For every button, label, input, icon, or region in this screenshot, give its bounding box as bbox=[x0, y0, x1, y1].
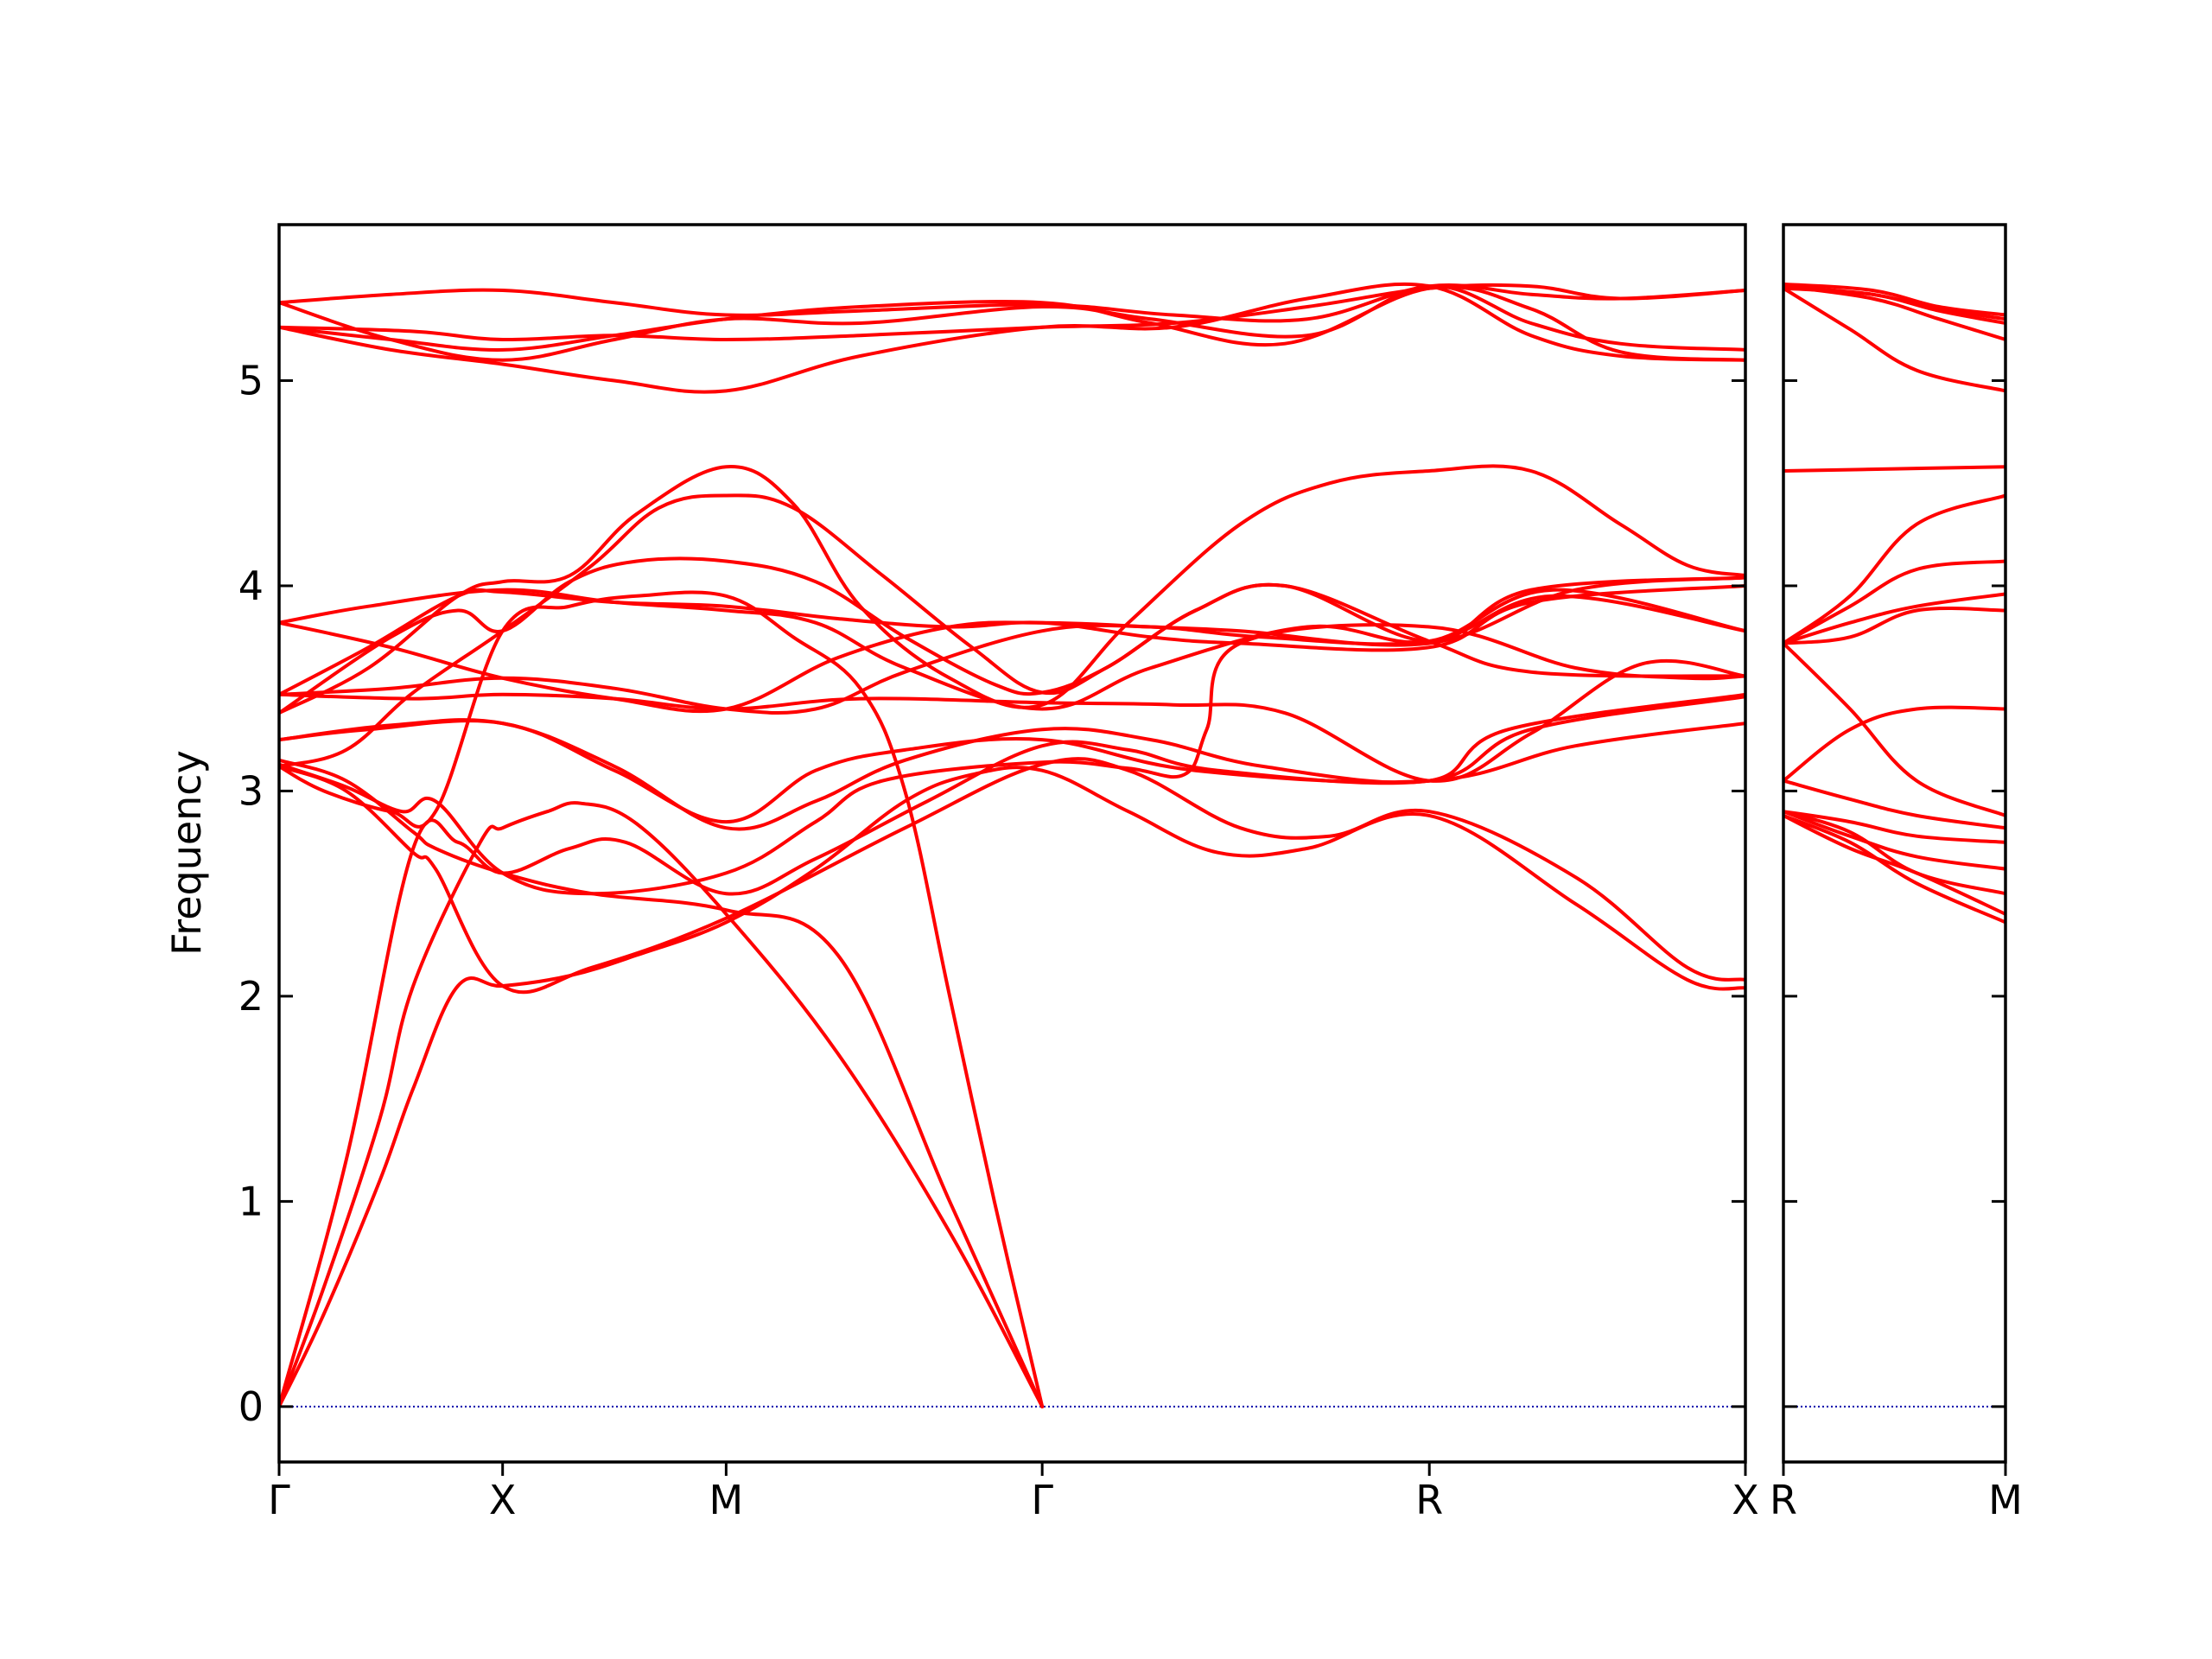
band-series-group bbox=[279, 282, 1745, 1408]
band-line-left-18 bbox=[279, 283, 1745, 323]
band-line-left-19 bbox=[279, 284, 1745, 362]
band-line-left-1 bbox=[279, 801, 1045, 1408]
y-axis-label: Frequency bbox=[163, 750, 210, 956]
plot-frame bbox=[277, 223, 1747, 1464]
band-line-right-12 bbox=[1783, 493, 2005, 645]
band-line-left-17 bbox=[279, 493, 1745, 768]
x-tick-label: Γ bbox=[1031, 1477, 1053, 1523]
band-line-right-3 bbox=[1783, 810, 2005, 896]
band-line-right-10 bbox=[1783, 592, 2005, 645]
band-line-left-5 bbox=[279, 695, 1745, 1408]
band-line-left-7 bbox=[279, 590, 1045, 1408]
x-tick-label: Γ bbox=[268, 1477, 290, 1523]
y-tick-label: 3 bbox=[238, 767, 264, 814]
x-tick-label: R bbox=[1770, 1477, 1797, 1523]
band-series-group bbox=[1783, 282, 2005, 925]
left-panel: 0 1 2 3 4 5 Γ X M Γ R X bbox=[238, 223, 1759, 1523]
band-line-left-4 bbox=[279, 758, 1045, 1408]
band-line-right-8 bbox=[1783, 705, 2005, 783]
band-line-right-17 bbox=[1783, 282, 2005, 317]
x-tick-label: X bbox=[1732, 1477, 1759, 1523]
band-line-left-10 bbox=[279, 658, 1745, 783]
band-line-left-20 bbox=[279, 284, 1745, 362]
band-line-right-2 bbox=[1783, 813, 2005, 916]
band-line-right-18 bbox=[1783, 284, 2005, 321]
band-line-right-7 bbox=[1783, 641, 2005, 817]
x-tick-label: X bbox=[489, 1477, 517, 1523]
x-tick-label: M bbox=[709, 1477, 744, 1523]
y-tick-label: 2 bbox=[238, 973, 264, 1020]
y-tick-label: 1 bbox=[238, 1178, 264, 1224]
y-tick-label: 4 bbox=[238, 563, 264, 609]
band-line-left-15 bbox=[279, 464, 1745, 715]
y-tick-label: 5 bbox=[238, 357, 264, 404]
band-line-left-22 bbox=[279, 283, 1745, 342]
x-tick-label: M bbox=[1988, 1477, 2023, 1523]
band-line-left-2 bbox=[279, 766, 1745, 1408]
band-line-right-14 bbox=[1783, 286, 2005, 393]
y-tick-label: 0 bbox=[238, 1383, 264, 1430]
band-line-right-4 bbox=[1783, 810, 2005, 871]
band-line-left-3 bbox=[279, 757, 1745, 995]
band-line-left-9 bbox=[279, 692, 1745, 831]
band-line-right-11 bbox=[1783, 559, 2005, 645]
x-tick-label: R bbox=[1415, 1477, 1443, 1523]
band-line-right-13 bbox=[1783, 465, 2005, 473]
band-line-left-16 bbox=[279, 556, 1745, 715]
band-line-right-1 bbox=[1783, 813, 2005, 925]
band-line-right-6 bbox=[1783, 779, 2005, 830]
band-line-left-13 bbox=[279, 588, 1745, 711]
band-line-left-14 bbox=[279, 575, 1745, 714]
plot-frame bbox=[1782, 223, 2007, 1464]
band-line-right-9 bbox=[1783, 607, 2005, 645]
band-line-right-5 bbox=[1783, 810, 2005, 844]
